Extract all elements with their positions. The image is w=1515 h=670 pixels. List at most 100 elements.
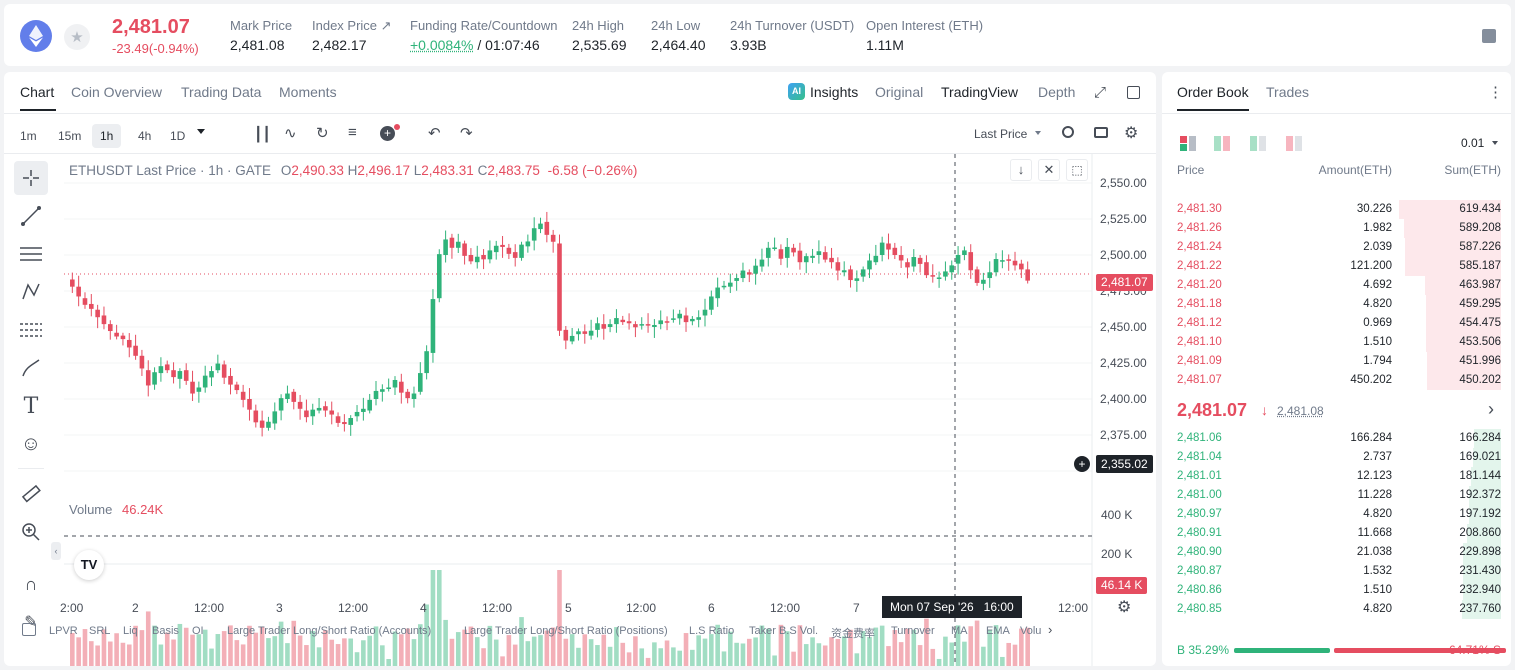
chevron-right-icon[interactable]: ›: [1048, 622, 1053, 637]
tab-chart[interactable]: Chart: [20, 84, 55, 100]
indicator-item[interactable]: Large Trader Long/Short Ratio (Positions…: [464, 625, 668, 637]
indicator-list-icon[interactable]: [22, 623, 36, 636]
tab-moments[interactable]: Moments: [279, 84, 337, 100]
settings-gear-icon[interactable]: ⚙: [1124, 125, 1139, 142]
view-split-icon[interactable]: [1214, 136, 1230, 151]
candle-body: [285, 393, 290, 399]
price-chart[interactable]: [4, 154, 1156, 666]
replay-icon[interactable]: ↻: [316, 125, 329, 142]
bids-row[interactable]: 2,480.86 1.510 232.940: [1162, 581, 1511, 600]
indicator-item[interactable]: Liq: [123, 625, 138, 637]
redo-icon[interactable]: ↷: [460, 125, 473, 142]
asks-row[interactable]: 2,481.22 121.200 585.187: [1162, 257, 1511, 276]
indicator-item[interactable]: Turnover: [891, 625, 935, 637]
zoom-in-icon[interactable]: [14, 515, 48, 549]
price-type-select[interactable]: Last Price: [974, 127, 1028, 141]
tab-depth[interactable]: Depth: [1038, 84, 1076, 100]
precision-select[interactable]: 0.01: [1461, 136, 1485, 150]
notes-icon[interactable]: [1482, 29, 1496, 43]
window-icon[interactable]: [1127, 86, 1140, 99]
expand-icon[interactable]: ⤢: [1094, 84, 1107, 101]
bids-row[interactable]: 2,480.97 4.820 197.192: [1162, 505, 1511, 524]
chart-settings-icon[interactable]: ⚙: [1117, 599, 1132, 616]
timeframe-15m[interactable]: 15m: [58, 129, 82, 143]
bids-row[interactable]: 2,480.91 11.668 208.860: [1162, 524, 1511, 543]
more-options-icon[interactable]: ⋮: [1488, 84, 1503, 101]
ruler-tool-icon[interactable]: [14, 477, 48, 511]
emoji-tool-icon[interactable]: ☺: [20, 432, 42, 455]
crosshair-tool-icon[interactable]: [14, 161, 48, 195]
chevron-down-icon[interactable]: [1492, 141, 1498, 145]
indicator-item[interactable]: Basis: [152, 625, 179, 637]
timeframe-4h[interactable]: 4h: [138, 129, 152, 143]
tab-coin-overview[interactable]: Coin Overview: [71, 84, 163, 100]
timeframe-1h[interactable]: 1h: [92, 124, 122, 148]
indicator-item[interactable]: Large Trader Long/Short Ratio (Accounts): [227, 625, 432, 637]
bids-row[interactable]: 2,481.06 166.284 166.284: [1162, 429, 1511, 448]
indicators-icon[interactable]: ∿: [284, 125, 297, 142]
pattern-tool-icon[interactable]: [14, 275, 48, 309]
tab-tradingview[interactable]: TradingView: [941, 84, 1019, 100]
asks-row[interactable]: 2,481.24 2.039 587.226: [1162, 238, 1511, 257]
scroll-down-icon[interactable]: ↓: [1010, 159, 1032, 181]
favorite-star-icon[interactable]: ★: [64, 24, 90, 50]
view-asks-icon[interactable]: [1286, 136, 1302, 151]
tab-trading-data[interactable]: Trading Data: [181, 84, 262, 100]
indicator-item[interactable]: MA: [951, 625, 968, 637]
templates-icon[interactable]: ≡: [348, 124, 357, 141]
candle-type-icon[interactable]: ┃┃: [254, 126, 271, 142]
asks-row[interactable]: 2,481.26 1.982 589.208: [1162, 219, 1511, 238]
indicator-item[interactable]: L.S Ratio: [689, 625, 735, 637]
bids-row[interactable]: 2,481.04 2.737 169.021: [1162, 448, 1511, 467]
indicator-item[interactable]: Taker B.S Vol.: [749, 625, 819, 637]
fib-tool-icon[interactable]: [14, 237, 48, 271]
pencil-icon[interactable]: ✎: [24, 614, 38, 631]
chevron-right-icon[interactable]: ›: [1488, 399, 1494, 419]
asks-row[interactable]: 2,481.20 4.692 463.987: [1162, 276, 1511, 295]
indicator-item[interactable]: Volu: [1020, 625, 1042, 637]
view-both-icon[interactable]: [1180, 136, 1196, 151]
prediction-tool-icon[interactable]: [14, 313, 48, 347]
funding-rate[interactable]: +0.0084% / 01:07:46: [410, 37, 540, 53]
collapse-toolbar-icon[interactable]: ‹: [51, 542, 61, 560]
brush-tool-icon[interactable]: [14, 351, 48, 385]
indicator-item[interactable]: LPVR: [49, 625, 78, 637]
ai-insights-icon[interactable]: AI: [788, 83, 805, 100]
close-icon[interactable]: ✕: [1038, 159, 1060, 181]
trend-line-tool-icon[interactable]: [14, 199, 48, 233]
indicator-item[interactable]: 资金费率: [831, 628, 875, 640]
bids-row[interactable]: 2,480.90 21.038 229.898: [1162, 543, 1511, 562]
undo-icon[interactable]: ↶: [428, 125, 441, 142]
asks-row[interactable]: 2,481.10 1.510 453.506: [1162, 333, 1511, 352]
chevron-down-icon[interactable]: [1035, 131, 1041, 135]
text-tool-icon[interactable]: T: [23, 393, 39, 419]
insights-button[interactable]: Insights: [810, 84, 859, 100]
bids-row[interactable]: 2,480.87 1.532 231.430: [1162, 562, 1511, 581]
funding-rate-value[interactable]: +0.0084%: [410, 37, 474, 53]
asks-row[interactable]: 2,481.07 450.202 450.202: [1162, 371, 1511, 390]
tab-original[interactable]: Original: [875, 84, 924, 100]
asks-row[interactable]: 2,481.12 0.969 454.475: [1162, 314, 1511, 333]
bids-row[interactable]: 2,481.00 11.228 192.372: [1162, 486, 1511, 505]
maximize-icon[interactable]: ⬚: [1066, 159, 1088, 181]
indicator-item[interactable]: EMA: [986, 625, 1010, 637]
tab-order-book[interactable]: Order Book: [1177, 84, 1249, 100]
asks-row[interactable]: 2,481.18 4.820 459.295: [1162, 295, 1511, 314]
row-sum: 169.021: [1459, 451, 1501, 463]
add-order-icon[interactable]: +: [1074, 456, 1090, 472]
indicator-item[interactable]: SRL: [89, 625, 111, 637]
indicator-item[interactable]: OI: [192, 625, 204, 637]
tab-trades[interactable]: Trades: [1266, 84, 1310, 100]
timeframe-1m[interactable]: 1m: [20, 129, 37, 143]
asks-row[interactable]: 2,481.30 30.226 619.434: [1162, 200, 1511, 219]
asks-row[interactable]: 2,481.09 1.794 451.996: [1162, 352, 1511, 371]
camera-icon[interactable]: [1094, 127, 1108, 138]
bids-row[interactable]: 2,481.01 12.123 181.144: [1162, 467, 1511, 486]
chevron-down-icon[interactable]: [197, 129, 205, 134]
view-bids-icon[interactable]: [1250, 136, 1266, 151]
add-alert-icon[interactable]: +: [380, 126, 395, 141]
timeframe-1D[interactable]: 1D: [170, 129, 186, 143]
search-icon[interactable]: [1062, 126, 1074, 138]
bids-row[interactable]: 2,480.85 4.820 237.760: [1162, 600, 1511, 619]
magnet-icon[interactable]: ∩: [24, 573, 38, 594]
